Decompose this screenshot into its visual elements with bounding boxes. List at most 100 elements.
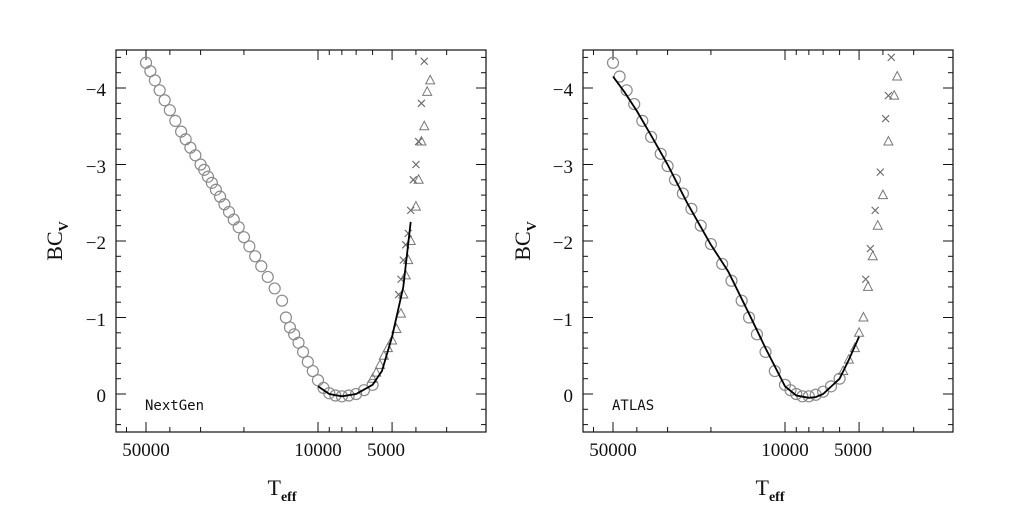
data-marks <box>606 53 903 403</box>
data-point-cross <box>420 57 429 66</box>
data-point-circle <box>153 84 166 97</box>
data-point-triangle <box>877 189 889 200</box>
data-point-cross <box>866 244 875 253</box>
y-axis-title-main: BC <box>42 231 67 260</box>
data-point-circle <box>628 97 641 111</box>
data-point-circle <box>636 114 649 127</box>
data-point-circle <box>694 219 707 232</box>
data-point-cross <box>871 206 880 215</box>
fit-line <box>612 75 860 399</box>
data-point-circle <box>357 384 371 397</box>
data-point-triangle <box>367 372 378 383</box>
data-point-circle <box>296 345 310 359</box>
data-point-cross <box>412 160 420 169</box>
data-point-circle <box>255 260 268 273</box>
y-tick-label-0: 0 <box>564 386 574 407</box>
data-point-circle <box>323 387 336 400</box>
data-point-triangle <box>888 89 900 100</box>
y-tick-label-minus-4: −4 <box>553 80 574 101</box>
data-point-circle <box>704 237 718 251</box>
x-axis-title-subscript: eff <box>769 490 785 505</box>
data-point-circle <box>311 374 325 387</box>
y-tick-label-0: 0 <box>97 386 107 407</box>
y-tick-label-minus-1: −1 <box>553 310 573 331</box>
plot-frame <box>115 49 487 433</box>
data-point-triangle <box>374 358 386 369</box>
y-tick-label-minus-2: −2 <box>553 233 573 254</box>
data-point-circle <box>232 221 245 234</box>
data-point-triangle <box>891 70 903 81</box>
data-point-cross <box>404 229 413 238</box>
data-point-circle <box>301 355 314 368</box>
y-tick-label-minus-2: −2 <box>86 233 106 254</box>
data-point-circle <box>735 294 748 307</box>
x-tick-label-5000: 5000 <box>367 440 405 461</box>
y-tick-label-minus-3: −3 <box>553 157 573 178</box>
data-point-triangle <box>853 326 865 337</box>
y-tick-label-minus-4: −4 <box>86 80 107 101</box>
data-point-circle <box>306 364 319 378</box>
data-point-circle <box>268 282 281 295</box>
data-point-circle <box>158 94 171 107</box>
data-point-cross <box>414 137 423 146</box>
data-point-circle <box>205 176 218 189</box>
x-tick-label-10000: 10000 <box>761 440 809 461</box>
y-axis-title: BCV <box>510 221 540 260</box>
x-tick-label-10000: 10000 <box>294 440 342 461</box>
data-point-circle <box>189 149 202 162</box>
x-axis-title-main: T <box>756 475 770 500</box>
data-point-circle <box>209 183 222 196</box>
data-point-circle <box>366 378 379 391</box>
data-marks <box>139 56 436 403</box>
data-point-cross <box>887 53 896 62</box>
panel-label-nextgen: NextGen <box>145 398 204 414</box>
data-point-triangle <box>395 307 407 318</box>
data-point-triangle <box>862 280 874 291</box>
data-point-circle <box>261 270 274 284</box>
data-point-cross <box>406 206 415 215</box>
data-point-circle <box>184 141 197 154</box>
data-point-triangle <box>883 135 894 146</box>
x-axis-title-main: T <box>268 475 282 500</box>
data-point-triangle <box>867 250 879 261</box>
data-point-circle <box>606 56 620 69</box>
y-axis-title: BCV <box>42 221 72 260</box>
data-point-triangle <box>424 74 436 85</box>
data-point-triangle <box>837 364 849 376</box>
data-point-cross <box>861 275 870 284</box>
data-point-cross <box>876 168 885 177</box>
data-point-circle <box>685 202 698 215</box>
data-point-circle <box>790 387 803 401</box>
data-point-triangle <box>418 120 430 131</box>
data-point-triangle <box>370 366 382 377</box>
data-point-circle <box>237 231 251 244</box>
y-tick-label-minus-1: −1 <box>86 310 106 331</box>
x-axis-title: Teff <box>268 475 297 505</box>
data-point-triangle <box>413 173 424 184</box>
y-axis-title-main: BC <box>510 231 535 260</box>
data-point-circle <box>676 187 689 200</box>
data-point-circle <box>716 257 729 271</box>
data-point-circle <box>275 294 289 307</box>
data-point-triangle <box>400 269 412 280</box>
data-point-cross <box>881 114 890 123</box>
data-point-triangle <box>872 219 884 230</box>
data-point-cross <box>417 99 426 108</box>
data-point-circle <box>824 380 838 393</box>
x-tick-label-50000: 50000 <box>122 440 170 461</box>
y-tick-label-minus-3: −3 <box>86 157 106 178</box>
panel-nextgen: 50000 10000 5000 −4 −3 −2 −1 0 NextGen T… <box>42 49 487 505</box>
data-point-triangle <box>421 85 433 96</box>
panel-label-atlas: ATLAS <box>612 398 654 414</box>
data-point-circle <box>249 250 262 263</box>
y-axis-title-subscript: V <box>525 221 540 231</box>
data-point-circle <box>654 147 667 160</box>
tick-marks <box>583 50 953 432</box>
data-point-circle <box>169 114 182 127</box>
x-axis-title: Teff <box>756 475 785 505</box>
data-point-triangle <box>858 311 869 322</box>
data-point-triangle <box>843 353 855 364</box>
data-point-circle <box>201 170 215 183</box>
data-point-circle <box>668 173 682 186</box>
data-point-circle <box>283 321 297 334</box>
